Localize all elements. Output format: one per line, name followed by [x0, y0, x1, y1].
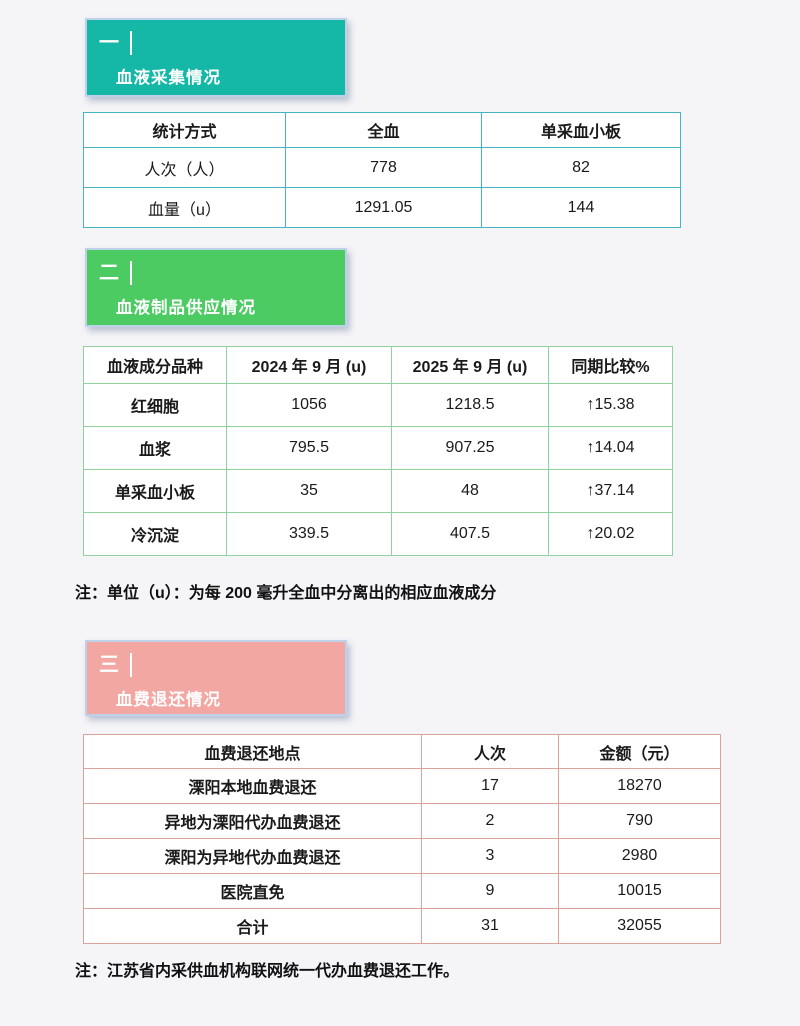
section-title: 血费退还情况 — [116, 691, 221, 709]
table-cell: 339.5 — [226, 512, 392, 556]
column-header: 血液成分品种 — [83, 346, 227, 384]
table-cell: 17 — [421, 768, 559, 804]
unit-definition-note: 注：单位（u）：为每 200 毫升全血中分离出的相应血液成分 — [75, 585, 497, 602]
table-cell: 790 — [558, 803, 721, 839]
column-header: 2024 年 9 月 (u) — [226, 346, 392, 384]
blood-product-supply-table: 血液成分品种 2024 年 9 月 (u) 2025 年 9 月 (u) 同期比… — [83, 346, 673, 556]
table-row: 单采血小板 35 48 ↑37.14 — [83, 469, 673, 513]
table-cell: 32055 — [558, 908, 721, 944]
table-row: 血量（u） 1291.05 144 — [83, 187, 681, 228]
refund-network-note: 注：江苏省内采供血机构联网统一代办血费退还工作。 — [75, 963, 460, 980]
row-label: 血浆 — [83, 426, 227, 470]
column-header: 全血 — [285, 112, 482, 148]
table-cell: 1218.5 — [391, 383, 549, 427]
section-title: 血液采集情况 — [116, 69, 221, 87]
table-row: 人次（人） 778 82 — [83, 147, 681, 188]
section-header-blood-product-supply: 二 血液制品供应情况 — [85, 248, 347, 327]
table-cell: ↑14.04 — [548, 426, 673, 470]
section-title: 血液制品供应情况 — [116, 299, 256, 317]
column-header: 人次 — [421, 734, 559, 769]
table-cell: 2980 — [558, 838, 721, 874]
section-number-line: 二 — [87, 250, 345, 285]
row-label: 溧阳本地血费退还 — [83, 768, 422, 804]
row-label: 异地为溧阳代办血费退还 — [83, 803, 422, 839]
row-label: 冷沉淀 — [83, 512, 227, 556]
table-cell: 35 — [226, 469, 392, 513]
row-label: 医院直免 — [83, 873, 422, 909]
table-cell: 9 — [421, 873, 559, 909]
column-header: 2025 年 9 月 (u) — [391, 346, 549, 384]
section-number: 一 — [99, 32, 119, 54]
table-row: 冷沉淀 339.5 407.5 ↑20.02 — [83, 512, 673, 556]
table-cell: 31 — [421, 908, 559, 944]
section-number-line: 一 — [87, 20, 345, 55]
table-cell: ↑20.02 — [548, 512, 673, 556]
column-header: 单采血小板 — [481, 112, 681, 148]
column-header: 金额（元） — [558, 734, 721, 769]
row-label: 单采血小板 — [83, 469, 227, 513]
table-row: 溧阳本地血费退还 17 18270 — [83, 768, 721, 804]
table-row: 血浆 795.5 907.25 ↑14.04 — [83, 426, 673, 470]
divider-bar-icon — [130, 653, 132, 677]
table-header-row: 血液成分品种 2024 年 9 月 (u) 2025 年 9 月 (u) 同期比… — [83, 346, 673, 384]
table-row: 溧阳为异地代办血费退还 3 2980 — [83, 838, 721, 874]
table-cell: 82 — [481, 147, 681, 188]
table-row: 异地为溧阳代办血费退还 2 790 — [83, 803, 721, 839]
blood-fee-refund-table: 血费退还地点 人次 金额（元） 溧阳本地血费退还 17 18270 异地为溧阳代… — [83, 734, 721, 944]
section-header-blood-collection: 一 血液采集情况 — [85, 18, 347, 97]
table-row: 医院直免 9 10015 — [83, 873, 721, 909]
row-label: 红细胞 — [83, 383, 227, 427]
blood-collection-table: 统计方式 全血 单采血小板 人次（人） 778 82 血量（u） 1291.05… — [83, 112, 681, 228]
table-cell: 144 — [481, 187, 681, 228]
section-number: 二 — [99, 262, 119, 284]
row-label: 人次（人） — [83, 147, 286, 188]
table-cell: 795.5 — [226, 426, 392, 470]
column-header: 血费退还地点 — [83, 734, 422, 769]
table-row: 合计 31 32055 — [83, 908, 721, 944]
divider-bar-icon — [130, 31, 132, 55]
table-header-row: 血费退还地点 人次 金额（元） — [83, 734, 721, 769]
table-cell: 3 — [421, 838, 559, 874]
column-header: 同期比较% — [548, 346, 673, 384]
table-cell: 48 — [391, 469, 549, 513]
table-cell: 907.25 — [391, 426, 549, 470]
column-header: 统计方式 — [83, 112, 286, 148]
table-cell: 778 — [285, 147, 482, 188]
table-cell: 407.5 — [391, 512, 549, 556]
table-cell: 18270 — [558, 768, 721, 804]
divider-bar-icon — [130, 261, 132, 285]
table-cell: 10015 — [558, 873, 721, 909]
row-label: 血量（u） — [83, 187, 286, 228]
table-header-row: 统计方式 全血 单采血小板 — [83, 112, 681, 148]
table-cell: 1056 — [226, 383, 392, 427]
section-header-blood-fee-refund: 三 血费退还情况 — [85, 640, 347, 716]
table-cell: 2 — [421, 803, 559, 839]
table-cell: 1291.05 — [285, 187, 482, 228]
section-number: 三 — [99, 654, 119, 676]
row-label: 溧阳为异地代办血费退还 — [83, 838, 422, 874]
table-cell: ↑15.38 — [548, 383, 673, 427]
table-row: 红细胞 1056 1218.5 ↑15.38 — [83, 383, 673, 427]
row-label: 合计 — [83, 908, 422, 944]
table-cell: ↑37.14 — [548, 469, 673, 513]
section-number-line: 三 — [87, 642, 345, 677]
